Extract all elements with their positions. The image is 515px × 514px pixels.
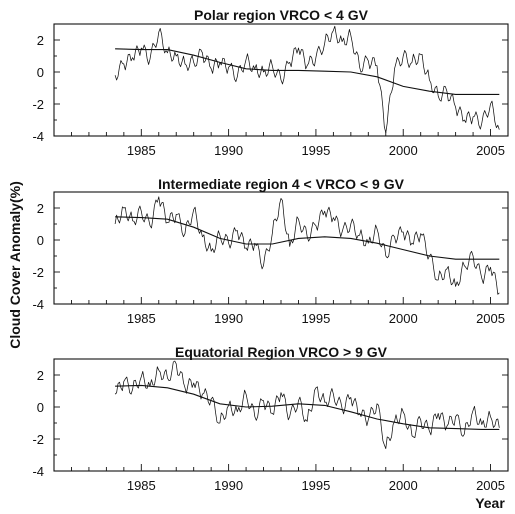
x-tick-label: 1985 bbox=[127, 478, 156, 493]
y-tick-label: -4 bbox=[32, 129, 44, 144]
x-tick-label: 2000 bbox=[389, 478, 418, 493]
panel-1: Polar region VRCO < 4 GV -4 -2 0 2 1985 1990 19… bbox=[32, 7, 509, 158]
x-tick-label: 1990 bbox=[214, 311, 243, 326]
x-tick-label: 1985 bbox=[127, 311, 156, 326]
series-monthly-line bbox=[114, 25, 500, 134]
x-tick-label: 2000 bbox=[389, 143, 418, 158]
y-tick-label: -4 bbox=[32, 464, 44, 479]
series-monthly-line bbox=[114, 360, 500, 449]
x-tick-label: 1985 bbox=[127, 143, 156, 158]
panel-2: Intermediate region 4 < VRCO < 9 GV -4 -2 0… bbox=[32, 176, 509, 326]
series-monthly-line bbox=[114, 196, 500, 295]
series-trend-line bbox=[115, 216, 500, 260]
y-tick-label: 2 bbox=[37, 201, 44, 216]
x-tick-label: 1995 bbox=[301, 478, 330, 493]
x-tick-label: 2005 bbox=[476, 478, 505, 493]
y-tick-label: -2 bbox=[32, 97, 44, 112]
series-trend-line bbox=[115, 384, 500, 430]
y-tick-label: 0 bbox=[37, 400, 44, 415]
panel-3: Equatorial Region VRCO > 9 GV -4 -2 0 2 1985 1… bbox=[32, 344, 509, 493]
panel-title: Equatorial Region VRCO > 9 GV bbox=[175, 344, 388, 360]
y-tick-label: 0 bbox=[37, 233, 44, 248]
x-tick-label: 2000 bbox=[389, 311, 418, 326]
x-tick-label: 1990 bbox=[214, 478, 243, 493]
y-tick-label: 0 bbox=[37, 65, 44, 80]
x-tick-label: 1995 bbox=[301, 143, 330, 158]
y-tick-label: -4 bbox=[32, 297, 44, 312]
x-tick-label: 1995 bbox=[301, 311, 330, 326]
y-tick-label: 2 bbox=[37, 33, 44, 48]
x-tick-label: 2005 bbox=[476, 143, 505, 158]
plot-frame bbox=[53, 358, 509, 472]
x-tick-label: 2005 bbox=[476, 311, 505, 326]
panel-title: Polar region VRCO < 4 GV bbox=[194, 7, 369, 23]
x-tick-label: 1990 bbox=[214, 143, 243, 158]
y-tick-label: 2 bbox=[37, 368, 44, 383]
x-axis-title: Year bbox=[475, 495, 505, 511]
y-tick-label: -2 bbox=[32, 265, 44, 280]
panel-title: Intermediate region 4 < VRCO < 9 GV bbox=[158, 176, 405, 192]
y-tick-label: -2 bbox=[32, 432, 44, 447]
series-trend-line bbox=[115, 48, 500, 95]
y-axis-title: Cloud Cover Anomaly(%) bbox=[7, 181, 23, 349]
